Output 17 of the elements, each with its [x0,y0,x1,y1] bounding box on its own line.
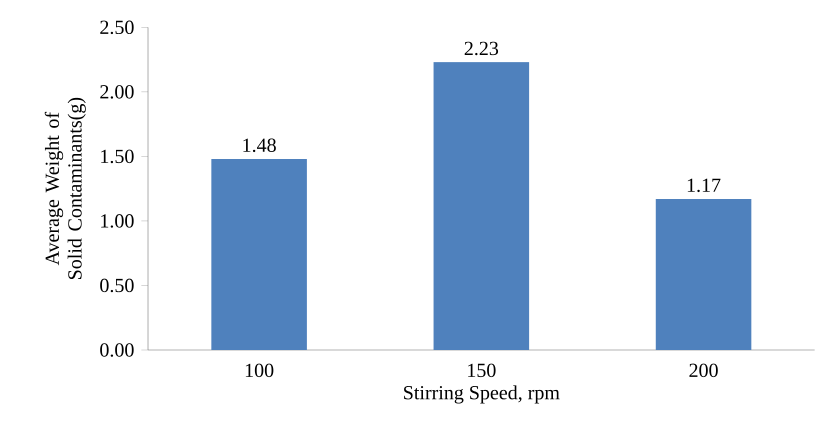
x-axis-title: Stirring Speed, rpm [404,385,560,404]
y-tick-label: 1.00 [101,214,134,228]
y-tick-label: 1.50 [101,150,134,164]
bar [656,198,752,350]
data-label: 1.17 [688,178,720,192]
data-label: 1.48 [243,138,276,152]
y-tick-label: 0.00 [100,343,134,357]
bar [211,158,307,350]
bar [434,62,530,350]
x-tick-label: 200 [689,364,718,378]
y-tick-label: 2.00 [100,85,134,99]
x-tick-label: 100 [246,364,274,378]
x-tick-label: 150 [468,364,496,378]
y-tick-label: 0.50 [100,278,134,292]
data-label: 2.23 [464,42,498,56]
y-axis-title: Average Weight of Solid Contaminants(g) [44,98,86,279]
y-tick-label: 2.50 [100,20,134,34]
